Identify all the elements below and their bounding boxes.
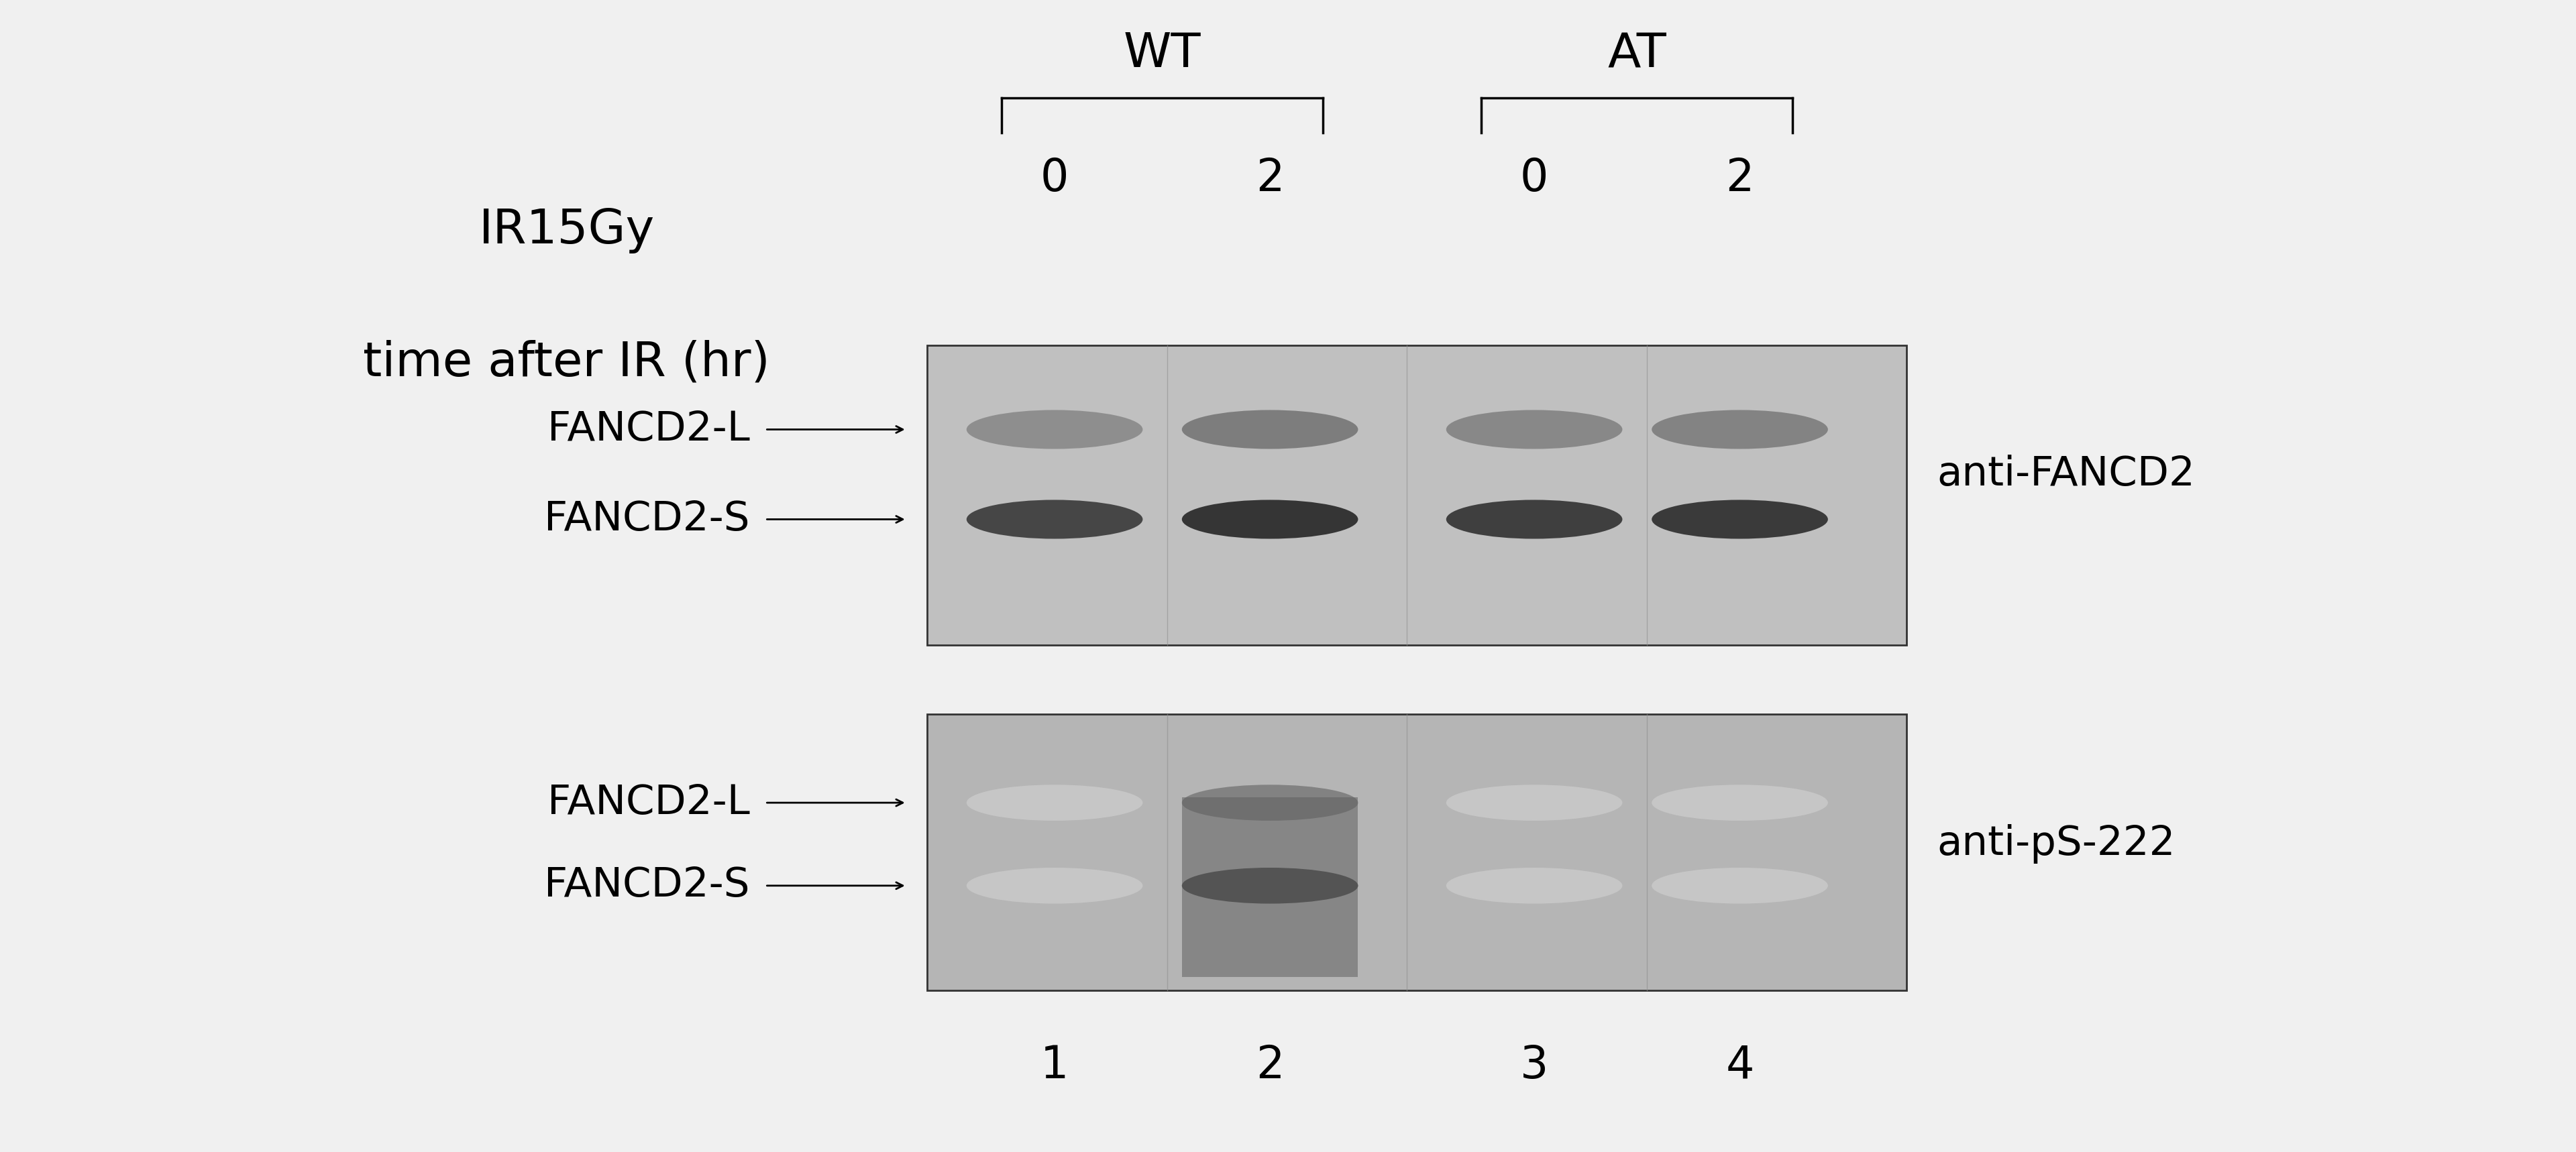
Ellipse shape bbox=[966, 867, 1144, 903]
Text: 1: 1 bbox=[1041, 1044, 1069, 1087]
Ellipse shape bbox=[1443, 492, 1628, 546]
Ellipse shape bbox=[961, 778, 1146, 828]
Bar bbox=[927, 346, 1906, 645]
Bar bbox=[927, 714, 1906, 991]
Ellipse shape bbox=[1646, 778, 1832, 828]
Ellipse shape bbox=[1182, 867, 1358, 903]
Ellipse shape bbox=[966, 410, 1144, 449]
Ellipse shape bbox=[1651, 867, 1829, 903]
Text: 2: 2 bbox=[1255, 157, 1285, 200]
Ellipse shape bbox=[1177, 778, 1363, 828]
Text: 2: 2 bbox=[1255, 1044, 1285, 1087]
Bar bbox=[1182, 797, 1358, 977]
Text: 2: 2 bbox=[1726, 157, 1754, 200]
Ellipse shape bbox=[1182, 500, 1358, 539]
Text: FANCD2-L: FANCD2-L bbox=[546, 410, 750, 449]
Ellipse shape bbox=[1646, 492, 1832, 546]
Ellipse shape bbox=[1177, 492, 1363, 546]
Text: 4: 4 bbox=[1726, 1044, 1754, 1087]
Ellipse shape bbox=[1445, 867, 1623, 903]
Text: FANCD2-S: FANCD2-S bbox=[544, 500, 750, 539]
Ellipse shape bbox=[1443, 861, 1628, 911]
Ellipse shape bbox=[961, 402, 1146, 456]
Text: FANCD2-L: FANCD2-L bbox=[546, 783, 750, 823]
Text: FANCD2-S: FANCD2-S bbox=[544, 866, 750, 905]
Ellipse shape bbox=[1177, 861, 1363, 911]
Ellipse shape bbox=[966, 500, 1144, 539]
Ellipse shape bbox=[966, 785, 1144, 820]
Ellipse shape bbox=[1177, 402, 1363, 456]
Ellipse shape bbox=[1182, 410, 1358, 449]
Ellipse shape bbox=[1445, 785, 1623, 820]
Text: AT: AT bbox=[1607, 31, 1667, 77]
Text: 0: 0 bbox=[1041, 157, 1069, 200]
Ellipse shape bbox=[1182, 785, 1358, 820]
Text: anti-FANCD2: anti-FANCD2 bbox=[1937, 455, 2195, 494]
Ellipse shape bbox=[961, 861, 1146, 911]
Ellipse shape bbox=[1646, 861, 1832, 911]
Ellipse shape bbox=[1651, 785, 1829, 820]
Ellipse shape bbox=[1445, 410, 1623, 449]
Text: 3: 3 bbox=[1520, 1044, 1548, 1087]
Text: IR15Gy: IR15Gy bbox=[479, 207, 654, 253]
Ellipse shape bbox=[1646, 402, 1832, 456]
Text: time after IR (hr): time after IR (hr) bbox=[363, 340, 770, 386]
Ellipse shape bbox=[1443, 402, 1628, 456]
Text: WT: WT bbox=[1123, 31, 1200, 77]
Text: anti-pS-222: anti-pS-222 bbox=[1937, 825, 2177, 864]
Ellipse shape bbox=[961, 492, 1146, 546]
Ellipse shape bbox=[1651, 500, 1829, 539]
Ellipse shape bbox=[1443, 778, 1628, 828]
Text: 0: 0 bbox=[1520, 157, 1548, 200]
Ellipse shape bbox=[1651, 410, 1829, 449]
Ellipse shape bbox=[1445, 500, 1623, 539]
